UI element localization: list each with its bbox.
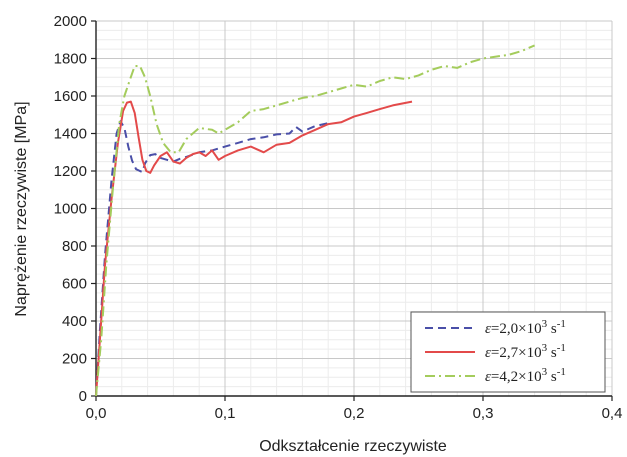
- y-tick-label: 1000: [54, 201, 87, 218]
- series-line-2: [95, 100, 413, 397]
- x-tick-label: 0,1: [215, 405, 236, 422]
- x-tick-labels: 0,0 0,1 0,2 0,3 0,4: [86, 405, 623, 422]
- y-tick-label: 200: [62, 351, 87, 368]
- y-tick-label: 1800: [54, 51, 87, 68]
- y-tick-label: 800: [62, 238, 87, 255]
- y-axis-title: Naprężenie rzeczywiste [MPa]: [13, 101, 30, 316]
- y-tick-label: 1400: [54, 126, 87, 143]
- y-tick-label: 0: [79, 388, 87, 405]
- x-tick-label: 0,3: [473, 405, 494, 422]
- y-tick-label: 1200: [54, 163, 87, 180]
- x-tick-label: 0,4: [602, 405, 623, 422]
- y-tick-label: 1600: [54, 88, 87, 105]
- y-tick-label: 2000: [54, 13, 87, 30]
- series-line-3: [95, 44, 535, 397]
- legend: ε=2,0×103 s-1 ε=2,7×103 s-1 ε=4,2×103 s-1: [410, 311, 606, 393]
- legend-label-2: ε=2,7×103 s-1: [485, 342, 566, 361]
- series-lines: [95, 44, 535, 397]
- axes: [91, 20, 613, 401]
- legend-label-1: ε=2,0×103 s-1: [485, 318, 566, 337]
- x-axis-title: Odkształcenie rzeczywiste: [259, 438, 447, 455]
- x-tick-label: 0,2: [344, 405, 365, 422]
- y-tick-label: 600: [62, 276, 87, 293]
- x-tick-label: 0,0: [86, 405, 107, 422]
- y-tick-labels: 0 200 400 600 800 1000 1200 1400 1600 1800 2000: [54, 13, 87, 405]
- legend-label-3: ε=4,2×103 s-1: [485, 366, 566, 385]
- y-tick-label: 400: [62, 313, 87, 330]
